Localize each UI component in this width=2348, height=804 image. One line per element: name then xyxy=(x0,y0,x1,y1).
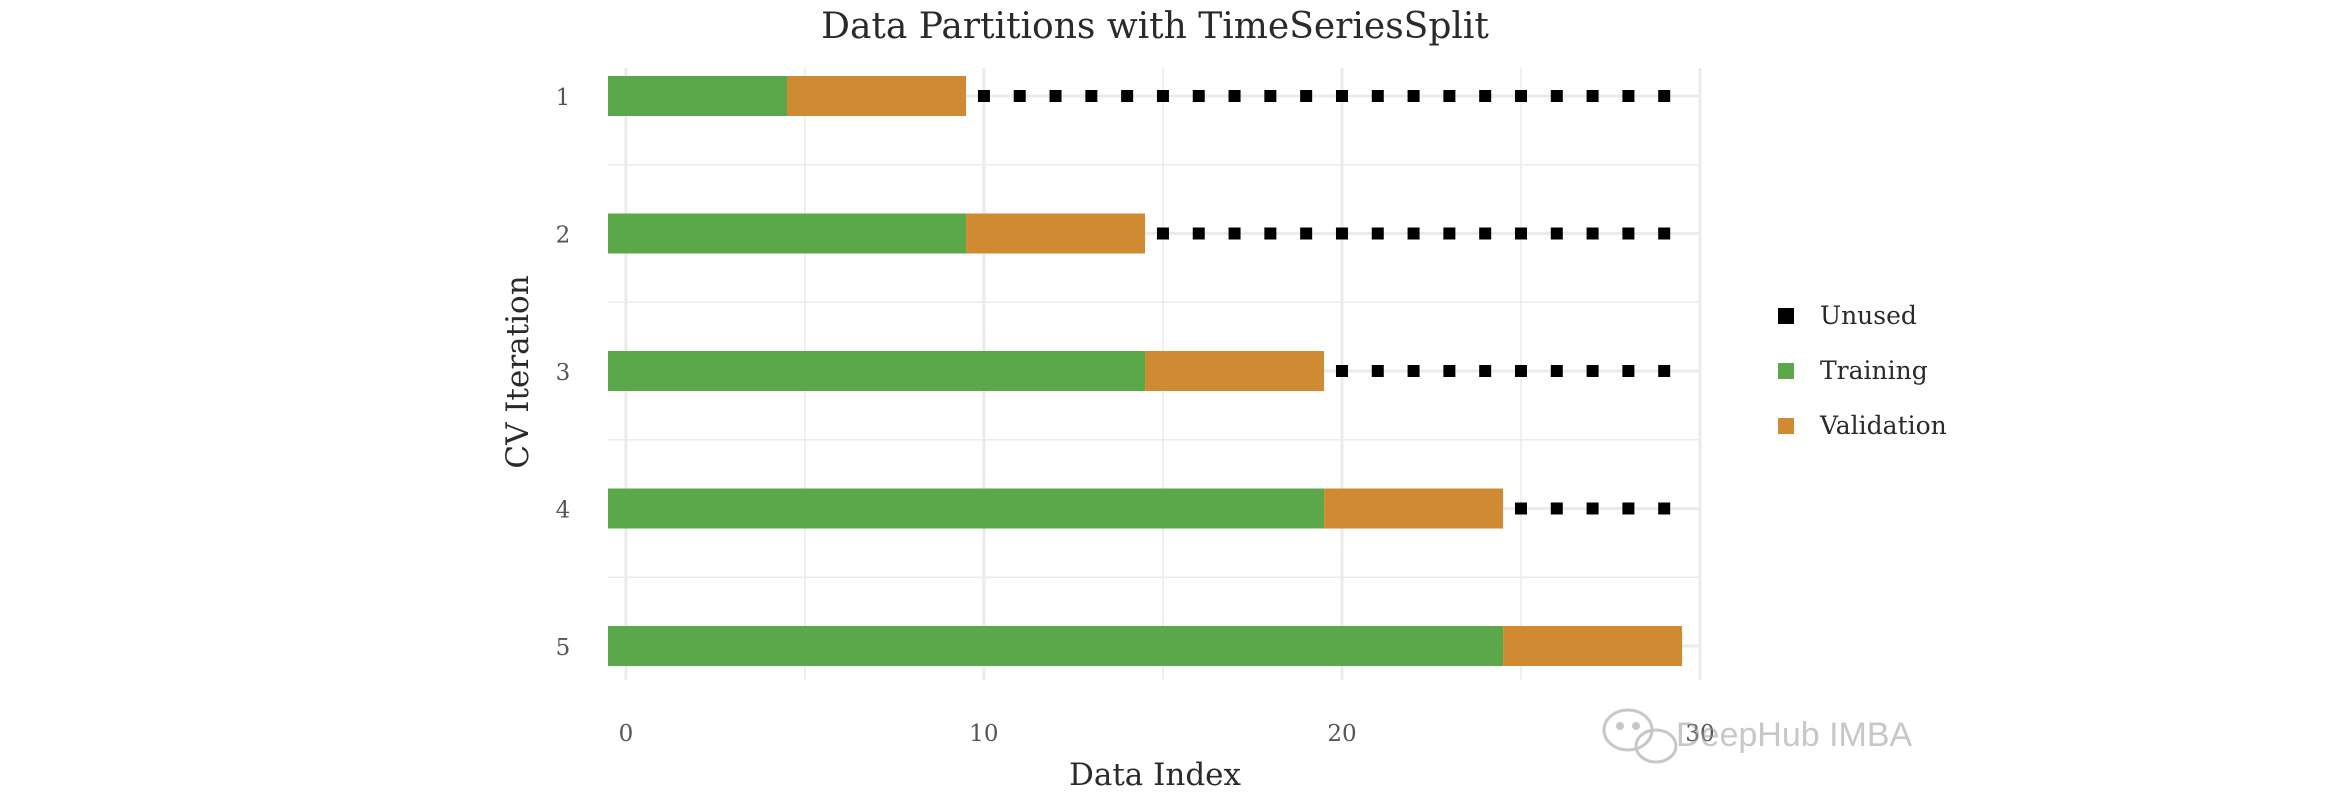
training-bar xyxy=(608,488,1325,529)
legend-swatch-unused xyxy=(1778,308,1794,324)
unused-point xyxy=(1407,365,1420,377)
watermark-text: DeepHub IMBA xyxy=(1676,716,1913,754)
unused-point xyxy=(1514,90,1527,102)
validation-bar xyxy=(1503,626,1683,666)
validation-bar xyxy=(787,76,967,116)
legend-swatch-training xyxy=(1778,363,1794,379)
unused-point xyxy=(1335,90,1348,102)
unused-point xyxy=(1514,502,1527,515)
x-axis-label: Data Index xyxy=(1069,757,1242,793)
unused-point xyxy=(1335,365,1348,377)
unused-point xyxy=(1479,365,1492,377)
unused-point xyxy=(1550,227,1563,240)
unused-point xyxy=(1622,90,1635,102)
legend-label-unused: Unused xyxy=(1820,301,1917,330)
unused-point xyxy=(1264,90,1277,102)
unused-point xyxy=(1407,227,1420,240)
training-bar xyxy=(608,76,788,116)
y-tick-label: 3 xyxy=(556,360,571,386)
unused-point xyxy=(1622,502,1635,515)
unused-point xyxy=(1192,90,1205,102)
x-tick-label: 20 xyxy=(1327,721,1356,747)
wechat-icon xyxy=(1602,708,1678,764)
unused-point xyxy=(1443,365,1456,377)
legend-label-validation: Validation xyxy=(1819,411,1947,440)
y-axis-label: CV Iteration xyxy=(500,275,536,468)
y-tick-label: 2 xyxy=(556,223,571,249)
y-tick-label: 5 xyxy=(556,635,571,661)
chart-title: Data Partitions with TimeSeriesSplit xyxy=(821,6,1489,47)
unused-point xyxy=(1514,365,1527,377)
ticks-layer: 1 2 3 4 5 0 10 20 30 xyxy=(556,85,1715,747)
unused-point xyxy=(1550,365,1563,377)
bars-layer xyxy=(608,76,1683,666)
y-tick-label: 1 xyxy=(556,85,571,111)
unused-point xyxy=(1371,90,1384,102)
unused-point xyxy=(1192,227,1205,240)
unused-point xyxy=(1658,90,1671,102)
unused-point xyxy=(1156,90,1169,102)
unused-point xyxy=(1443,90,1456,102)
validation-bar xyxy=(966,213,1146,254)
x-tick-label: 30 xyxy=(1685,721,1714,747)
unused-point xyxy=(1658,365,1671,377)
unused-point xyxy=(1013,90,1026,102)
unused-point xyxy=(1443,227,1456,240)
unused-point xyxy=(1300,227,1313,240)
unused-point xyxy=(1156,227,1169,240)
unused-point xyxy=(1335,227,1348,240)
unused-point xyxy=(1228,90,1241,102)
x-tick-label: 0 xyxy=(619,721,634,747)
unused-point xyxy=(1264,227,1277,240)
unused-point xyxy=(1049,90,1062,102)
unused-point xyxy=(1586,502,1599,515)
unused-point xyxy=(1300,90,1313,102)
training-bar xyxy=(608,626,1504,666)
validation-bar xyxy=(1145,351,1325,391)
unused-point xyxy=(1371,227,1384,240)
x-tick-label: 10 xyxy=(969,721,998,747)
unused-point xyxy=(1514,227,1527,240)
unused-point xyxy=(1371,365,1384,377)
unused-point xyxy=(1550,502,1563,515)
unused-point xyxy=(1622,227,1635,240)
training-bar xyxy=(608,213,967,254)
unused-point xyxy=(1121,90,1134,102)
legend-label-training: Training xyxy=(1820,356,1928,385)
unused-point xyxy=(1658,227,1671,240)
unused-point xyxy=(1622,365,1635,377)
unused-point xyxy=(1586,365,1599,377)
unused-point xyxy=(1479,227,1492,240)
unused-point xyxy=(977,90,990,102)
unused-point xyxy=(1550,90,1563,102)
watermark: DeepHub IMBA xyxy=(1602,708,1913,764)
training-bar xyxy=(608,351,1146,391)
unused-point xyxy=(1085,90,1098,102)
unused-point xyxy=(1228,227,1241,240)
unused-point xyxy=(1407,90,1420,102)
unused-point xyxy=(1586,90,1599,102)
legend: Unused Training Validation xyxy=(1778,301,1947,440)
legend-swatch-validation xyxy=(1778,418,1794,434)
y-tick-label: 4 xyxy=(556,498,571,524)
unused-point xyxy=(1658,502,1671,515)
unused-point xyxy=(1479,90,1492,102)
unused-point xyxy=(1586,227,1599,240)
validation-bar xyxy=(1324,488,1504,529)
